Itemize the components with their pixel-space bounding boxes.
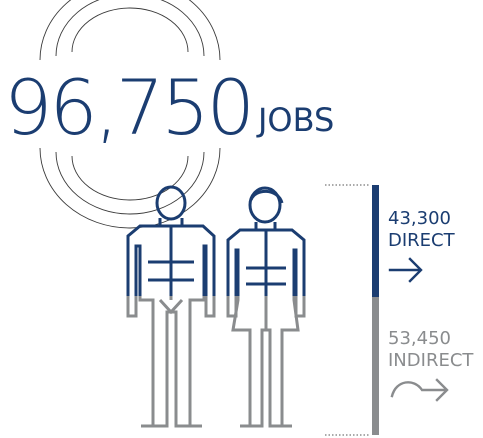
bar-scale-icon <box>325 184 379 436</box>
woman-figure-icon <box>226 186 306 428</box>
direct-jobs-label: 43,300 DIRECT <box>388 208 455 252</box>
direct-share-bar <box>372 185 379 297</box>
indirect-jobs-label: 53,450 INDIRECT <box>388 328 473 372</box>
indirect-share-bar <box>372 297 379 435</box>
indirect-jobs-value: 53,450 <box>388 328 451 349</box>
arrow-right-icon <box>388 257 423 283</box>
indirect-jobs-caption: INDIRECT <box>388 350 474 371</box>
total-jobs-number: 96,750 <box>4 63 255 152</box>
curved-arrow-right-icon <box>390 378 449 402</box>
direct-jobs-caption: DIRECT <box>388 230 455 251</box>
total-jobs-unit: JOBS <box>257 101 335 139</box>
total-jobs-headline: 96,750 JOBS <box>4 70 334 146</box>
man-figure-icon <box>126 185 216 428</box>
direct-jobs-value: 43,300 <box>388 208 451 229</box>
concentric-arcs-icon <box>39 0 221 229</box>
